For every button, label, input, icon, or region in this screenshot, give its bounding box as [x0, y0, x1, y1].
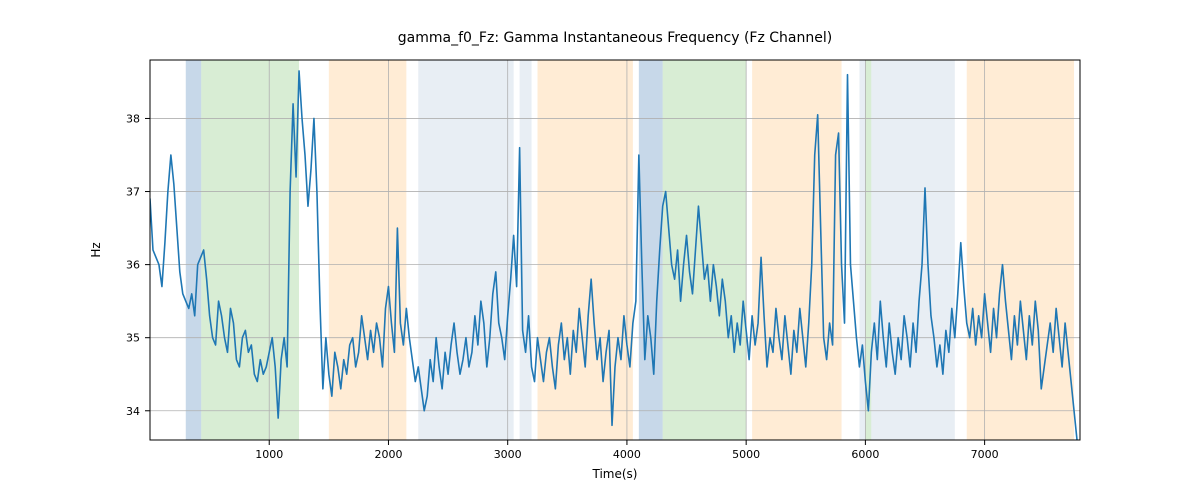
band-region	[871, 60, 954, 440]
y-tick-label: 35	[126, 332, 140, 345]
chart-title: gamma_f0_Fz: Gamma Instantaneous Frequen…	[398, 30, 832, 46]
x-tick-label: 4000	[613, 448, 641, 461]
chart-container: gamma_f0_Fz: Gamma Instantaneous Frequen…	[0, 0, 1200, 500]
band-region	[186, 60, 202, 440]
band-region	[758, 60, 841, 440]
x-tick-label: 6000	[851, 448, 879, 461]
x-tick-label: 7000	[971, 448, 999, 461]
x-tick-label: 2000	[374, 448, 402, 461]
y-tick-label: 37	[126, 186, 140, 199]
x-tick-label: 3000	[494, 448, 522, 461]
x-axis-label: Time(s)	[592, 467, 638, 481]
plot-area	[150, 60, 1080, 440]
y-tick-label: 36	[126, 259, 140, 272]
band-region	[663, 60, 746, 440]
band-region	[967, 60, 1074, 440]
band-region	[418, 60, 513, 440]
band-region	[201, 60, 299, 440]
y-axis-label: Hz	[89, 242, 103, 257]
band-region	[752, 60, 758, 440]
y-tick-label: 38	[126, 112, 140, 125]
chart-svg: gamma_f0_Fz: Gamma Instantaneous Frequen…	[0, 0, 1200, 500]
band-region	[859, 60, 865, 440]
y-tick-label: 34	[126, 405, 140, 418]
x-tick-label: 1000	[255, 448, 283, 461]
x-tick-label: 5000	[732, 448, 760, 461]
band-region	[538, 60, 633, 440]
